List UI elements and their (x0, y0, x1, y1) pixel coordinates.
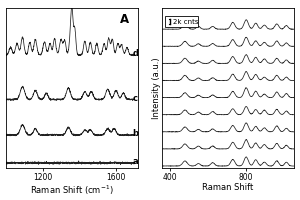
X-axis label: Raman Shift (cm$^{-1}$): Raman Shift (cm$^{-1}$) (30, 183, 114, 197)
Text: c: c (133, 94, 137, 103)
Text: 2k cnts: 2k cnts (173, 19, 199, 25)
Text: a: a (133, 157, 138, 166)
FancyBboxPatch shape (165, 16, 198, 27)
Text: b: b (133, 129, 139, 138)
Text: A: A (120, 13, 129, 26)
X-axis label: Raman Shift: Raman Shift (202, 183, 253, 192)
Text: d: d (133, 49, 139, 58)
Y-axis label: Intensity (a.u.): Intensity (a.u.) (152, 57, 160, 119)
